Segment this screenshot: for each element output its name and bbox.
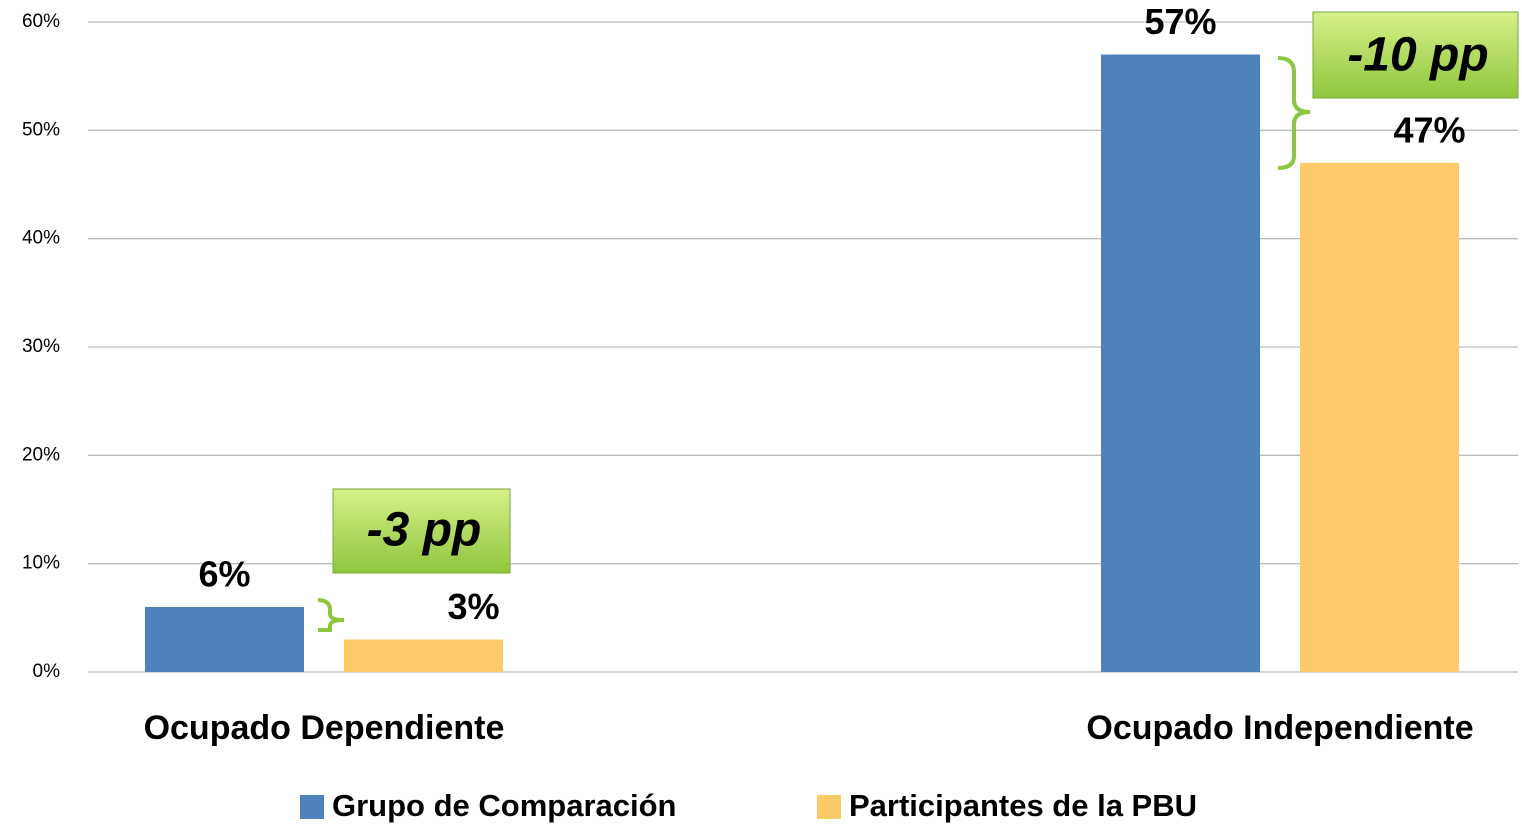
y-tick-label: 60% bbox=[22, 11, 60, 32]
data-label: 47% bbox=[1393, 109, 1465, 150]
annotation: -10 pp bbox=[1347, 29, 1488, 82]
annotation-box bbox=[1312, 11, 1519, 99]
legend-swatch bbox=[817, 795, 841, 819]
y-tick-label: 50% bbox=[22, 119, 60, 140]
bracket bbox=[317, 598, 345, 632]
legend-label: Grupo de Comparación bbox=[332, 788, 676, 823]
legend-label: Participantes de la PBU bbox=[849, 788, 1197, 823]
legend-swatch bbox=[300, 795, 324, 819]
bar bbox=[344, 639, 503, 672]
y-tick-label: 30% bbox=[22, 336, 60, 357]
y-tick-label: 40% bbox=[22, 228, 60, 249]
x-tick-label: Ocupado Dependiente bbox=[144, 709, 505, 747]
annotation: -3 pp bbox=[367, 504, 482, 557]
data-label: 6% bbox=[198, 554, 250, 595]
bar bbox=[1101, 54, 1260, 672]
x-tick-label: Ocupado Independiente bbox=[1086, 709, 1473, 747]
data-label: 3% bbox=[447, 586, 499, 627]
y-tick-label: 10% bbox=[22, 553, 60, 574]
bars bbox=[145, 54, 1459, 673]
y-tick-label: 0% bbox=[33, 661, 61, 682]
bar bbox=[1300, 162, 1459, 673]
y-tick-label: 20% bbox=[22, 444, 60, 465]
bracket bbox=[1277, 56, 1311, 170]
grid bbox=[88, 21, 1518, 673]
annotation-box bbox=[332, 488, 511, 574]
bar bbox=[145, 607, 304, 672]
data-label: 57% bbox=[1144, 1, 1216, 42]
